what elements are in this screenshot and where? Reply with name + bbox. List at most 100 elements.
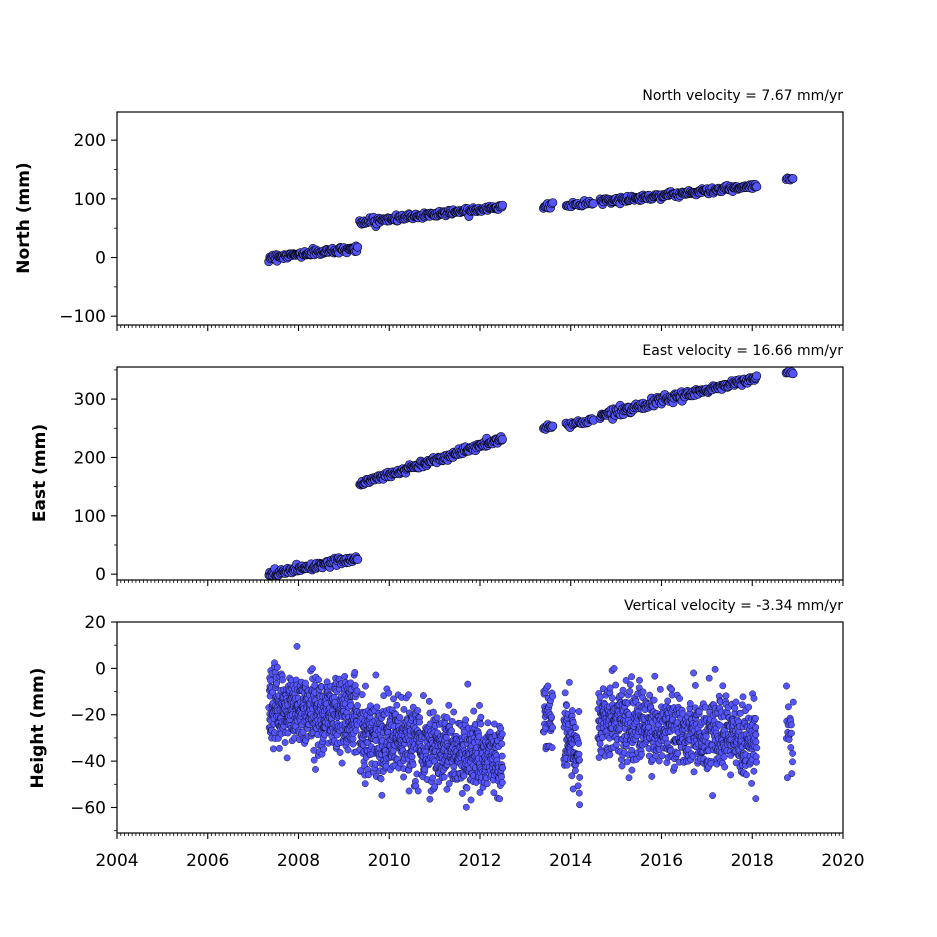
data-point (676, 695, 683, 702)
data-point (281, 739, 289, 746)
data-point (320, 745, 328, 753)
data-point (575, 750, 583, 758)
data-point (414, 787, 422, 795)
data-point (341, 673, 349, 680)
y-tick-label: −60 (70, 798, 106, 818)
data-point (409, 761, 417, 769)
height-ylabel: Height (mm) (28, 668, 48, 789)
data-point (638, 751, 645, 758)
panel-height: 2004 2006 2008 2010 2012 2014 2016 2018 2020 −60 −… (28, 598, 865, 871)
data-point (752, 731, 760, 739)
data-point (429, 708, 437, 716)
data-point (752, 715, 759, 722)
data-point (490, 789, 498, 797)
data-point (405, 691, 412, 699)
data-point (426, 795, 434, 803)
data-point (720, 753, 728, 761)
data-point (627, 681, 634, 689)
data-point (499, 764, 507, 772)
data-point (648, 773, 656, 780)
data-point (719, 682, 727, 690)
data-point (338, 759, 346, 767)
data-point (789, 698, 797, 706)
data-point (568, 707, 576, 714)
x-tick-label: 2010 (368, 851, 411, 871)
data-point (414, 707, 422, 714)
data-point (361, 780, 369, 788)
data-point (393, 701, 401, 709)
x-tick-label: 2012 (458, 851, 501, 871)
north-velocity-title: North velocity = 7.67 mm/yr (642, 88, 843, 104)
data-point (664, 697, 672, 705)
data-point (750, 767, 758, 775)
data-point (623, 758, 631, 766)
data-point (273, 663, 281, 671)
data-point (548, 744, 556, 751)
east-velocity-title: East velocity = 16.66 mm/yr (642, 343, 843, 359)
data-point (628, 766, 636, 774)
data-point (352, 727, 360, 734)
data-point (576, 774, 584, 781)
data-point (549, 692, 557, 700)
data-point (308, 665, 316, 672)
data-point (639, 688, 647, 696)
data-point (752, 182, 762, 192)
data-point (750, 695, 758, 702)
data-point (351, 669, 359, 676)
data-point (400, 706, 408, 713)
y-tick-label: 20 (84, 613, 106, 633)
y-tick-label: 100 (74, 190, 106, 210)
data-point (574, 782, 582, 790)
data-point (650, 696, 658, 704)
y-tick-label: 200 (74, 448, 106, 468)
data-point (702, 733, 710, 740)
data-point (752, 371, 762, 381)
data-point (576, 756, 583, 764)
data-point (743, 771, 750, 779)
data-point (310, 756, 318, 764)
data-point (686, 700, 694, 707)
data-point (658, 752, 666, 760)
data-point (738, 701, 746, 709)
data-point (476, 702, 483, 709)
data-point (674, 749, 682, 757)
data-point (448, 718, 456, 725)
data-point (572, 767, 579, 774)
data-point (561, 689, 569, 697)
data-point (752, 724, 760, 731)
east-scatter-points (264, 366, 798, 581)
data-point (788, 369, 798, 379)
data-point (273, 679, 280, 687)
data-point (498, 752, 506, 760)
height-scatter-points (265, 643, 797, 811)
data-point (362, 682, 369, 690)
data-point (336, 749, 344, 756)
data-point (608, 694, 616, 702)
data-point (596, 693, 604, 701)
data-point (626, 688, 634, 695)
north-axes: −100 0 100 200 (59, 111, 844, 331)
data-point (498, 730, 506, 738)
data-point (705, 674, 713, 682)
x-tick-label: 2018 (731, 851, 774, 871)
data-point (752, 795, 760, 802)
data-point (572, 724, 579, 732)
data-point (400, 773, 407, 781)
data-point (692, 682, 699, 689)
data-point (497, 434, 507, 444)
data-point (425, 697, 433, 705)
east-ylabel: East (mm) (30, 424, 50, 522)
north-ylabel: North (mm) (14, 162, 34, 273)
data-point (752, 738, 760, 746)
data-point (310, 746, 318, 754)
data-point (563, 761, 571, 769)
data-point (548, 421, 558, 431)
data-point (354, 702, 361, 709)
data-point (548, 198, 558, 208)
data-point (450, 708, 458, 716)
y-tick-label: 100 (74, 507, 106, 527)
data-point (378, 791, 386, 799)
x-tick-label: 2020 (821, 851, 864, 871)
y-tick-label: 300 (74, 390, 106, 410)
data-point (470, 707, 478, 715)
